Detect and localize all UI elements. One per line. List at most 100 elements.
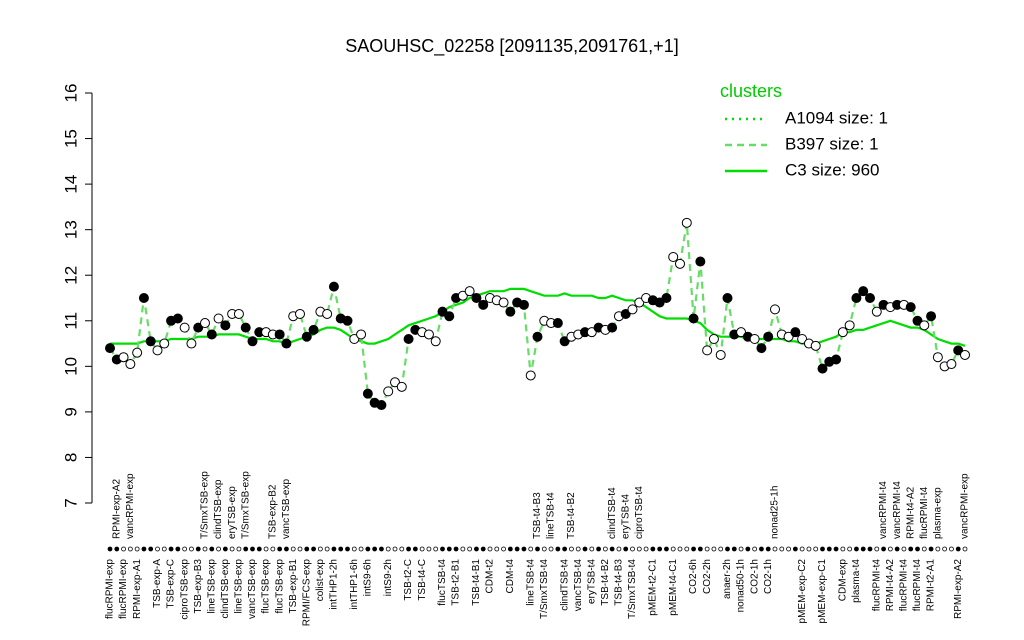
sample-dot bbox=[582, 546, 588, 552]
x-tick-label: TSB-t4-B2 bbox=[600, 559, 611, 606]
sample-dot bbox=[351, 546, 357, 552]
sample-dot bbox=[867, 546, 873, 552]
sample-dot bbox=[596, 546, 601, 552]
x-tick-label: TSB-exp-A bbox=[152, 559, 163, 608]
data-point bbox=[376, 400, 387, 411]
x-tick-label: eryTSB-t4 bbox=[586, 559, 597, 604]
data-point bbox=[783, 331, 794, 342]
data-point bbox=[295, 308, 305, 319]
sample-dot bbox=[630, 546, 635, 552]
sample-dot bbox=[494, 546, 500, 552]
sample-dot bbox=[894, 546, 900, 552]
data-point bbox=[953, 345, 964, 356]
x-tick-label: vancTSB-t4 bbox=[573, 559, 584, 612]
data-point bbox=[349, 334, 360, 344]
y-tick-label: 13 bbox=[61, 220, 80, 239]
data-point bbox=[179, 322, 190, 333]
x-tick-label: TSB-exp-C bbox=[166, 559, 177, 608]
x-tick-label: vancRPMI-exp bbox=[125, 473, 136, 539]
sample-dot bbox=[467, 546, 473, 552]
sample-dot bbox=[195, 546, 201, 552]
data-point bbox=[464, 286, 475, 297]
legend-title: clusters bbox=[720, 81, 782, 101]
sample-dot bbox=[331, 546, 337, 552]
sample-dot bbox=[915, 546, 920, 552]
data-point bbox=[390, 377, 400, 388]
sample-dot bbox=[175, 546, 181, 552]
data-point bbox=[688, 313, 699, 324]
data-point bbox=[132, 347, 143, 358]
data-point bbox=[505, 306, 516, 317]
x-tick-label: flucRPMI-exp bbox=[118, 559, 129, 619]
sample-dot bbox=[290, 546, 296, 552]
sample-dot bbox=[338, 546, 344, 552]
x-tick-label: CDM-t4 bbox=[505, 559, 516, 594]
data-point bbox=[383, 386, 394, 397]
x-tick-label: RPMI-exp-A2 bbox=[953, 559, 964, 619]
data-point bbox=[756, 343, 767, 354]
sample-dot bbox=[738, 546, 744, 552]
sample-dot bbox=[541, 546, 547, 552]
data-point bbox=[797, 334, 808, 344]
sample-dot bbox=[826, 546, 832, 552]
sample-dot bbox=[263, 546, 269, 552]
x-tick-label: TSB-t4-C bbox=[417, 559, 428, 601]
data-point bbox=[423, 329, 434, 340]
sample-dot bbox=[134, 546, 140, 552]
data-point bbox=[240, 322, 251, 333]
sample-dot bbox=[636, 546, 642, 552]
chart-title: SAOUHSC_02258 [2091135,2091761,+1] bbox=[345, 36, 678, 57]
data-point bbox=[817, 363, 828, 374]
sample-dot bbox=[270, 546, 276, 552]
data-point bbox=[620, 308, 631, 319]
sample-dot bbox=[392, 546, 398, 552]
sample-dot bbox=[345, 546, 350, 552]
sample-dot bbox=[704, 546, 710, 552]
data-point bbox=[274, 329, 285, 340]
sample-dot bbox=[833, 546, 839, 552]
data-point bbox=[498, 297, 509, 308]
sample-dot bbox=[908, 546, 914, 552]
sample-dot bbox=[121, 546, 126, 552]
y-tick-label: 15 bbox=[61, 129, 80, 148]
x-tick-label: lineTSB-t4 bbox=[525, 559, 536, 606]
sample-dot bbox=[507, 546, 513, 552]
data-point bbox=[525, 370, 536, 381]
data-point bbox=[186, 338, 197, 349]
sample-dot bbox=[548, 546, 554, 552]
data-point bbox=[919, 320, 930, 331]
x-tick-label: TSB-exp-B1 bbox=[288, 559, 299, 614]
x-tick-label: flucTSB-t4 bbox=[437, 559, 448, 606]
sample-dot bbox=[426, 546, 432, 552]
x-tick-label: clindTSB-t4 bbox=[607, 487, 618, 539]
data-point bbox=[654, 297, 665, 308]
sample-dot bbox=[569, 546, 574, 552]
data-point bbox=[607, 322, 618, 333]
sample-dot bbox=[806, 546, 812, 552]
data-point bbox=[396, 381, 407, 392]
sample-dot bbox=[752, 546, 758, 552]
data-point bbox=[518, 299, 529, 310]
x-tick-label: CO2-2h bbox=[702, 559, 713, 594]
data-point bbox=[437, 306, 448, 317]
sample-dot bbox=[820, 546, 825, 552]
data-point bbox=[865, 293, 875, 303]
sample-dot bbox=[847, 546, 853, 552]
sample-dot bbox=[650, 546, 656, 552]
data-point bbox=[844, 320, 855, 331]
x-tick-label: pMEM-exp-C1 bbox=[817, 559, 828, 624]
sample-dot bbox=[250, 546, 255, 552]
x-tick-label: RPMI-t2-A1 bbox=[926, 559, 937, 612]
x-tick-label: TSB-t4-B1 bbox=[471, 559, 482, 606]
sample-dot bbox=[935, 546, 941, 552]
sample-dot bbox=[243, 546, 249, 552]
legend-text: B397 size: 1 bbox=[785, 134, 879, 153]
y-tick-label: 16 bbox=[61, 84, 80, 103]
data-point bbox=[586, 327, 597, 338]
sample-dot bbox=[324, 546, 330, 552]
sample-dot bbox=[304, 546, 310, 552]
x-tick-label: TSB-exp-B3 bbox=[193, 559, 204, 614]
x-tick-label: CDM-exp bbox=[837, 559, 848, 602]
data-point bbox=[627, 304, 638, 315]
data-point bbox=[362, 388, 373, 399]
